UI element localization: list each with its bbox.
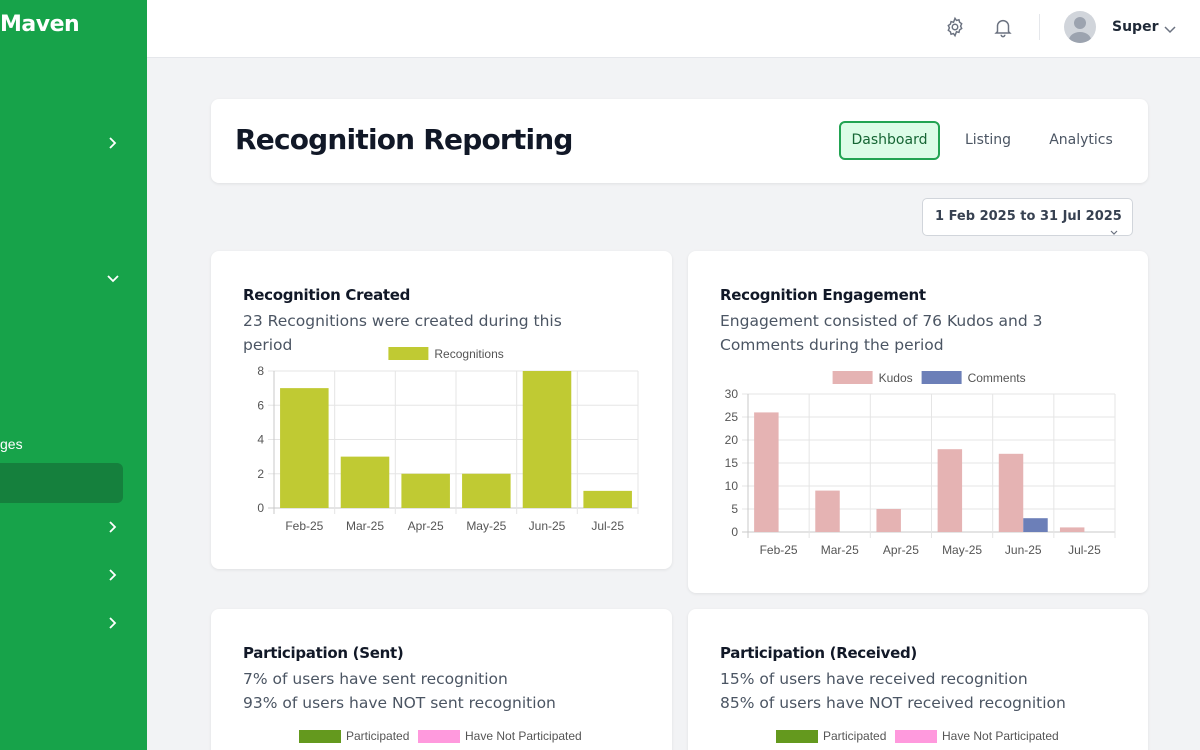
- tab-analytics[interactable]: Analytics: [1049, 132, 1113, 148]
- legend-swatch-not-participated: [895, 730, 937, 743]
- bar-recognitions: [462, 473, 511, 508]
- x-tick-label: Mar-25: [346, 519, 384, 533]
- bar-kudos: [754, 412, 779, 532]
- x-tick-label: May-25: [466, 519, 506, 533]
- y-tick-label: 0: [731, 525, 738, 539]
- legend-swatch: [388, 347, 429, 360]
- date-range-select[interactable]: 1 Feb 2025 to 31 Jul 2025: [922, 198, 1133, 236]
- chevron-down-icon[interactable]: [107, 273, 119, 283]
- recognition-engagement-card: Recognition Engagement Engagement consis…: [688, 251, 1148, 593]
- recognition-engagement-chart: Kudos Comments 0 5 10 15 20 25 30 Feb-25 Mar-25 Apr…: [725, 371, 1116, 557]
- x-tick-label: Mar-25: [821, 543, 859, 557]
- bar-kudos: [937, 449, 963, 532]
- sidebar-item-label[interactable]: ges: [0, 436, 23, 452]
- participation-line: 85% of users have NOT received recogniti…: [720, 694, 1066, 712]
- brand-logo-text: Maven: [0, 12, 80, 37]
- bell-icon[interactable]: [992, 16, 1014, 38]
- legend-label: Comments: [968, 371, 1026, 385]
- gear-icon[interactable]: [944, 16, 966, 38]
- top-bar: Super: [147, 0, 1200, 58]
- chevron-right-icon[interactable]: [107, 617, 117, 629]
- chevron-right-icon[interactable]: [107, 569, 117, 581]
- x-tick-label: Jul-25: [1068, 543, 1101, 557]
- participation-line: 93% of users have NOT sent recognition: [243, 694, 556, 712]
- card-subtitle: Engagement consisted of 76 Kudos and 3 C…: [720, 312, 1043, 354]
- bar-recognitions: [522, 371, 572, 508]
- page-title: Recognition Reporting: [235, 123, 573, 156]
- chevron-right-icon[interactable]: [107, 137, 117, 149]
- x-tick-label: Jun-25: [529, 519, 566, 533]
- y-tick-label: 4: [257, 433, 264, 447]
- participation-sent-card: Participation (Sent) 7% of users have se…: [211, 609, 672, 750]
- y-tick-label: 2: [257, 467, 264, 481]
- card-subtitle: 7% of users have sent recognition 93% of…: [243, 667, 603, 715]
- tab-dashboard[interactable]: Dashboard: [839, 121, 940, 160]
- user-name[interactable]: Super: [1112, 19, 1159, 35]
- x-tick-label: Apr-25: [408, 519, 444, 533]
- legend-swatch-participated: [776, 730, 818, 743]
- legend-swatch: [832, 371, 873, 384]
- y-tick-label: 15: [725, 456, 739, 470]
- bar-recognitions: [280, 388, 329, 508]
- legend-swatch: [921, 371, 962, 384]
- card-title: Recognition Created: [243, 286, 411, 304]
- card-title: Recognition Engagement: [720, 286, 926, 304]
- legend-swatch-participated: [299, 730, 341, 743]
- recognition-created-card: Recognition Created 23 Recognitions were…: [211, 251, 672, 569]
- legend-label: Have Not Participated: [465, 729, 582, 743]
- x-tick-label: Jul-25: [591, 519, 624, 533]
- y-tick-label: 30: [725, 387, 739, 401]
- legend-swatch-not-participated: [418, 730, 460, 743]
- x-tick-label: Jun-25: [1005, 543, 1042, 557]
- participation-received-card: Participation (Received) 15% of users ha…: [688, 609, 1148, 750]
- bar-kudos: [815, 490, 840, 532]
- chevron-down-icon: [1110, 215, 1118, 251]
- participation-received-legend: Participated Have Not Participated: [776, 729, 1059, 743]
- legend-label: Kudos: [879, 371, 913, 385]
- bar-kudos: [876, 509, 901, 532]
- date-range-value: 1 Feb 2025 to 31 Jul 2025: [935, 209, 1122, 224]
- y-tick-label: 0: [257, 501, 264, 515]
- x-tick-label: Apr-25: [883, 543, 919, 557]
- sidebar-item-active[interactable]: [0, 463, 123, 503]
- x-tick-label: Feb-25: [760, 543, 798, 557]
- tab-listing[interactable]: Listing: [964, 132, 1012, 148]
- card-subtitle: 15% of users have received recognition 8…: [720, 667, 1080, 715]
- x-tick-label: May-25: [942, 543, 982, 557]
- participation-line: 7% of users have sent recognition: [243, 670, 508, 688]
- card-title: Participation (Sent): [243, 644, 404, 662]
- bar-recognitions: [340, 456, 390, 508]
- y-tick-label: 20: [725, 433, 739, 447]
- bar-kudos: [1059, 527, 1085, 532]
- recognition-created-chart: Recognitions 0 2 4 6 8 Feb-25 Mar-25 Apr-25 May-2…: [257, 347, 639, 533]
- card-title: Participation (Received): [720, 644, 917, 662]
- card-subtitle: 23 Recognitions were created during this…: [243, 312, 562, 354]
- avatar[interactable]: [1064, 11, 1096, 43]
- header-divider: [1039, 14, 1040, 40]
- legend-label: Recognitions: [434, 347, 503, 361]
- bar-comments: [1023, 518, 1048, 532]
- y-tick-label: 25: [725, 410, 739, 424]
- page-header-card: Recognition Reporting Dashboard Listing …: [211, 99, 1148, 183]
- participation-sent-legend: Participated Have Not Participated: [299, 729, 582, 743]
- chevron-right-icon[interactable]: [107, 521, 117, 533]
- y-tick-label: 5: [731, 502, 738, 516]
- participation-line: 15% of users have received recognition: [720, 670, 1028, 688]
- bar-kudos: [998, 453, 1024, 532]
- legend-label: Participated: [823, 729, 886, 743]
- bar-recognitions: [401, 473, 450, 508]
- y-tick-label: 10: [725, 479, 739, 493]
- y-tick-label: 6: [257, 398, 264, 412]
- bar-recognitions: [583, 490, 632, 508]
- x-tick-label: Feb-25: [285, 519, 323, 533]
- legend-label: Have Not Participated: [942, 729, 1059, 743]
- chevron-down-icon[interactable]: [1164, 21, 1176, 39]
- y-tick-label: 8: [257, 364, 264, 378]
- sidebar: Maven ges: [0, 0, 147, 750]
- legend-label: Participated: [346, 729, 409, 743]
